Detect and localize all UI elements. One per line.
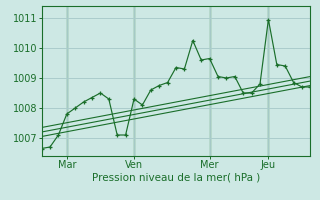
X-axis label: Pression niveau de la mer( hPa ): Pression niveau de la mer( hPa ) [92,173,260,183]
